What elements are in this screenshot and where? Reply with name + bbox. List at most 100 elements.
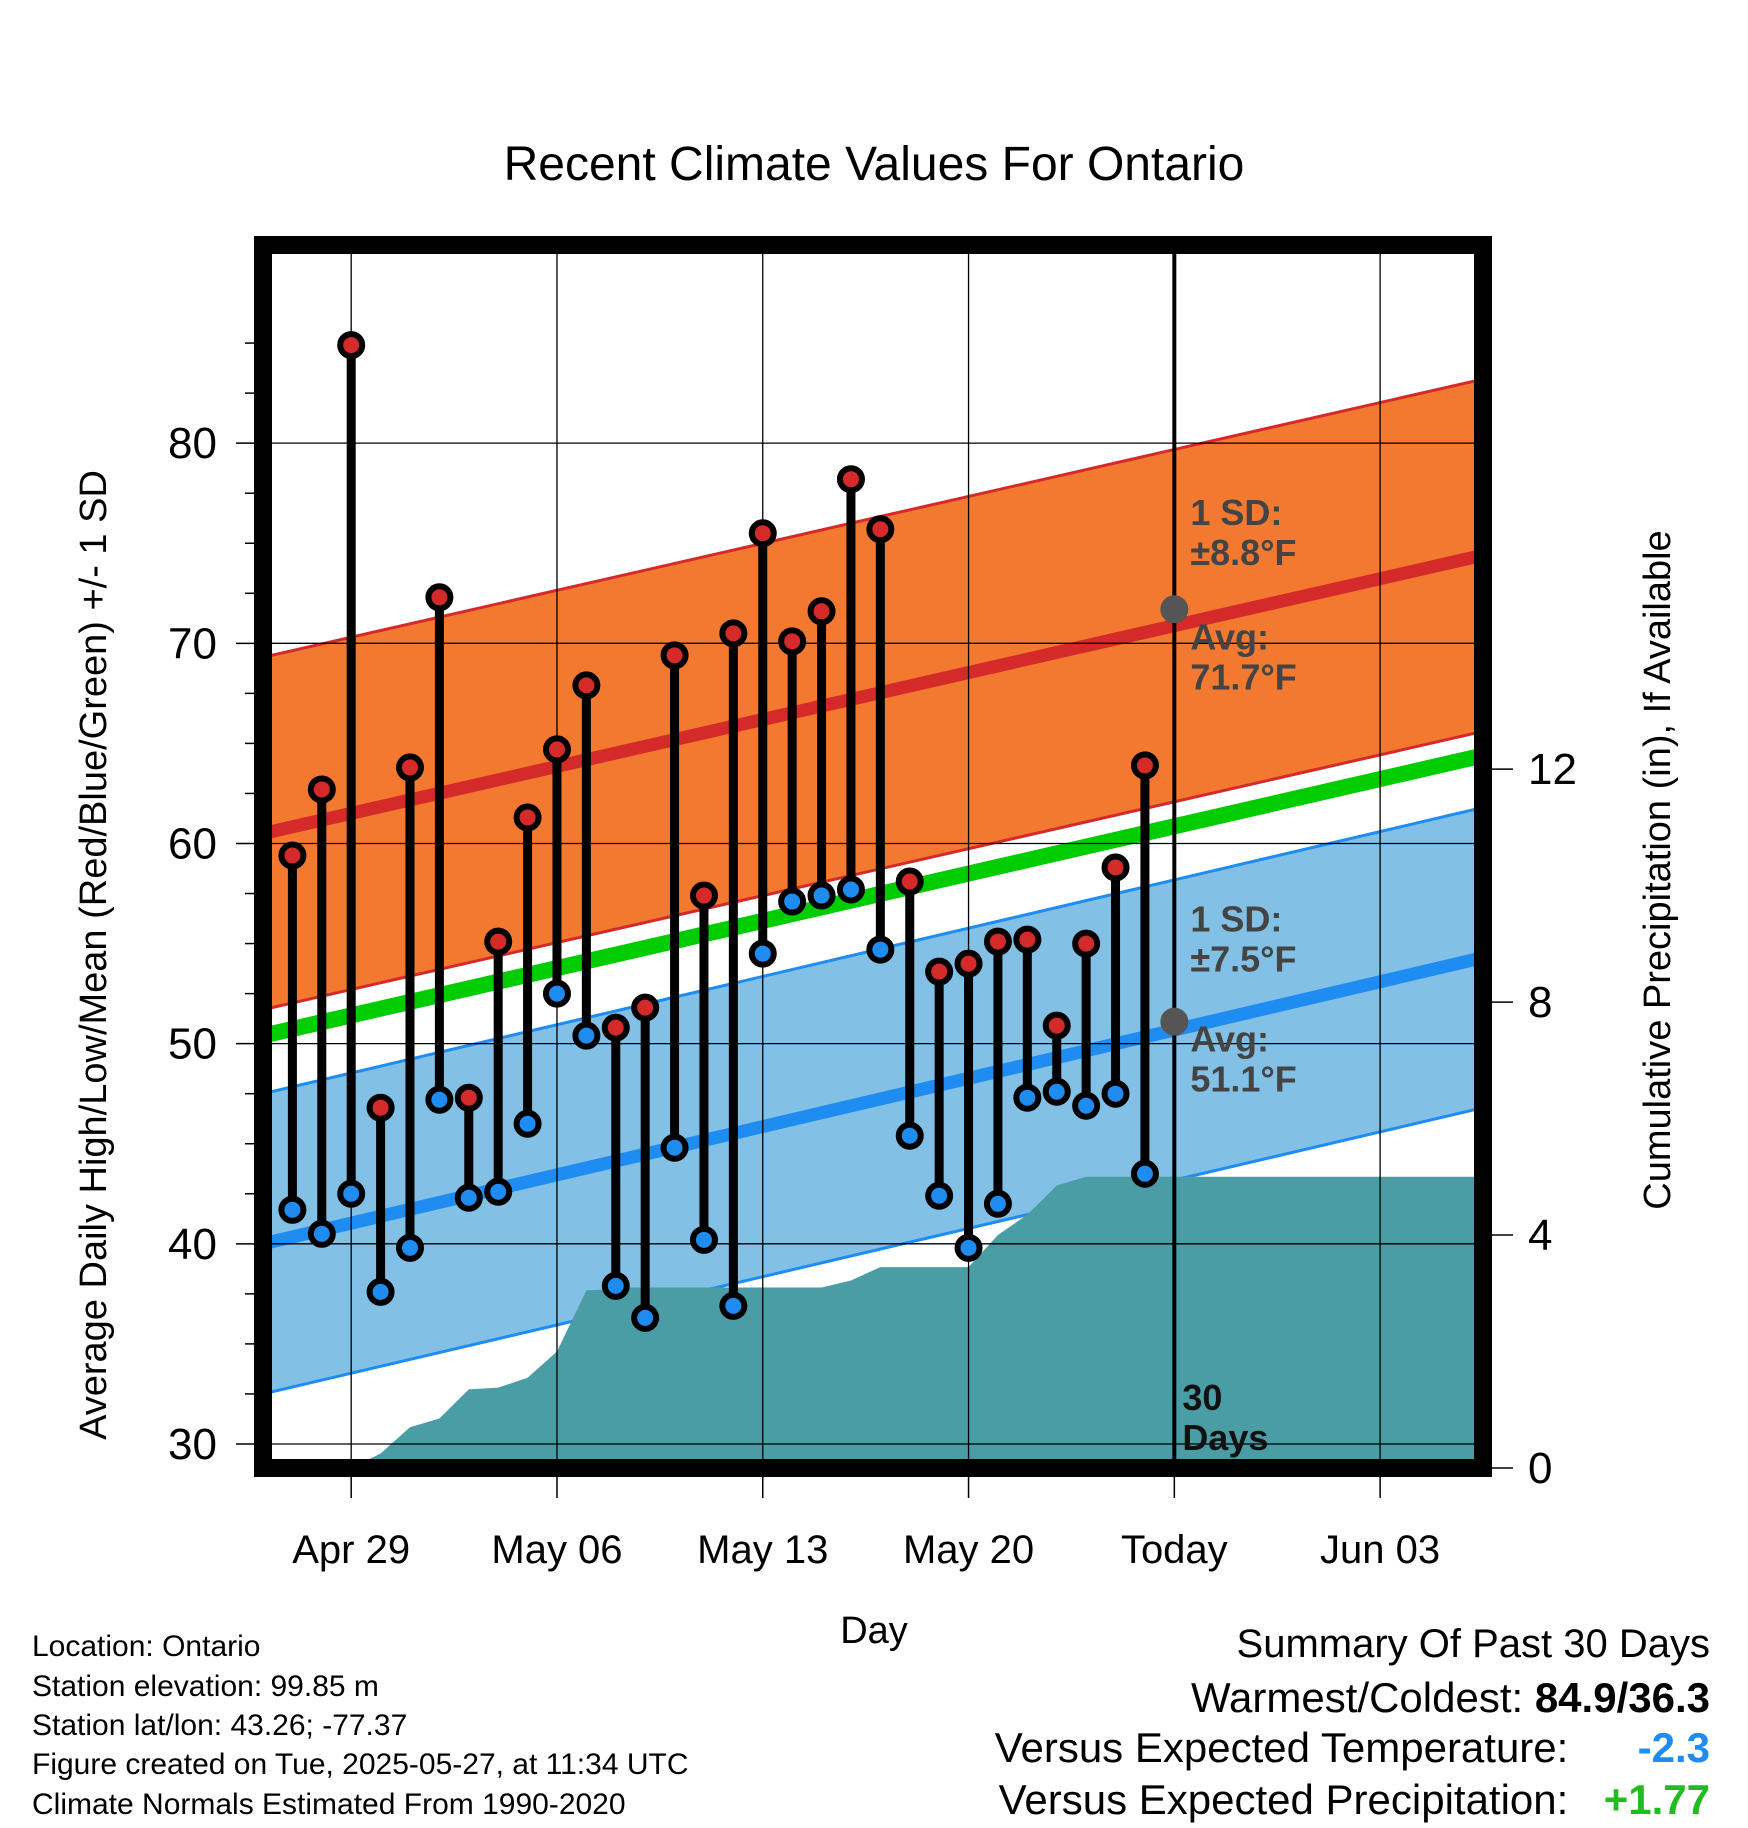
high-sd-annotation: 1 SD: xyxy=(1190,492,1282,533)
daily-low-point xyxy=(1013,1083,1042,1112)
footer-elevation: Station elevation: 99.85 m xyxy=(32,1670,379,1703)
low-avg-marker xyxy=(1160,1007,1189,1036)
summary-temp-value: -2.3 xyxy=(1637,1724,1710,1771)
low-band-lower-edge xyxy=(263,1106,1483,1396)
low-sd-annotation: ±7.5°F xyxy=(1190,939,1296,980)
x-tick-label: Apr 29 xyxy=(292,1528,410,1572)
y-tick-label-right: 4 xyxy=(1528,1211,1552,1260)
daily-low-point xyxy=(572,1021,601,1050)
low-avg-annotation: Avg: xyxy=(1190,1019,1269,1060)
x-tick-label: Jun 03 xyxy=(1320,1528,1440,1572)
daily-low-point xyxy=(1130,1159,1159,1188)
daily-high-point xyxy=(689,881,718,910)
daily-low-point xyxy=(748,939,777,968)
daily-low-point xyxy=(983,1189,1012,1218)
daily-low-point xyxy=(1101,1079,1130,1108)
x-axis-label: Day xyxy=(840,1610,908,1652)
daily-low-point xyxy=(954,1233,983,1262)
daily-high-point xyxy=(631,993,660,1022)
x-tick-label: Today xyxy=(1121,1528,1228,1572)
summary-warmest-label: Warmest/Coldest: xyxy=(1190,1674,1524,1721)
daily-low-point xyxy=(1072,1091,1101,1120)
daily-low-point xyxy=(601,1271,630,1300)
daily-low-point xyxy=(1042,1077,1071,1106)
daily-high-point xyxy=(1042,1011,1071,1040)
daily-high-point xyxy=(719,619,748,648)
daily-high-point xyxy=(660,641,689,670)
daily-high-point xyxy=(425,583,454,612)
low-sd-annotation: 1 SD: xyxy=(1190,899,1282,940)
daily-low-point xyxy=(425,1085,454,1114)
y-tick-label-left: 40 xyxy=(168,1220,217,1269)
daily-high-point xyxy=(513,803,542,832)
daily-high-point xyxy=(395,753,424,782)
daily-high-point xyxy=(925,957,954,986)
daily-low-point xyxy=(513,1109,542,1138)
daily-low-point xyxy=(542,979,571,1008)
x-tick-label: May 06 xyxy=(491,1528,622,1572)
footer-location: Location: Ontario xyxy=(32,1630,261,1663)
y-tick-label-left: 50 xyxy=(168,1020,217,1069)
high-normal-line xyxy=(263,548,1483,840)
daily-high-point xyxy=(1130,751,1159,780)
daily-high-point xyxy=(484,927,513,956)
footer-normals: Climate Normals Estimated From 1990-2020 xyxy=(32,1788,626,1821)
daily-high-point xyxy=(542,735,571,764)
daily-high-point xyxy=(307,775,336,804)
high-sd-annotation: ±8.8°F xyxy=(1190,532,1296,573)
y-tick-label-left: 30 xyxy=(168,1420,217,1469)
daily-high-point xyxy=(954,949,983,978)
daily-high-point xyxy=(454,1083,483,1112)
today-days-label: 30 xyxy=(1182,1377,1222,1418)
x-tick-label: May 20 xyxy=(903,1528,1034,1572)
y-axis-label-left: Average Daily High/Low/Mean (Red/Blue/Gr… xyxy=(73,470,115,1440)
daily-low-point xyxy=(454,1183,483,1212)
daily-high-point xyxy=(778,627,807,656)
daily-low-point xyxy=(337,1179,366,1208)
daily-high-point xyxy=(366,1093,395,1122)
y-tick-label-right: 0 xyxy=(1528,1444,1552,1493)
daily-high-point xyxy=(748,519,777,548)
chart-title: Recent Climate Values For Ontario xyxy=(504,138,1245,191)
summary-precip-label: Versus Expected Precipitation: xyxy=(998,1776,1569,1823)
daily-low-point xyxy=(866,935,895,964)
daily-low-point xyxy=(307,1219,336,1248)
daily-high-point xyxy=(601,1013,630,1042)
daily-low-point xyxy=(689,1225,718,1254)
daily-low-point xyxy=(660,1133,689,1162)
y-tick-label-left: 70 xyxy=(168,619,217,668)
daily-low-point xyxy=(807,881,836,910)
summary-precip-value: +1.77 xyxy=(1603,1776,1710,1823)
daily-high-point xyxy=(337,331,366,360)
summary-temp-row: Versus Expected Temperature: -2.3 xyxy=(995,1724,1710,1772)
today-days-label: Days xyxy=(1182,1417,1268,1458)
daily-high-point xyxy=(895,867,924,896)
plot-frame xyxy=(254,236,1492,1477)
daily-high-point xyxy=(807,597,836,626)
summary-temp-label: Versus Expected Temperature: xyxy=(994,1724,1569,1771)
daily-low-point xyxy=(778,887,807,916)
daily-low-point xyxy=(631,1303,660,1332)
daily-low-point xyxy=(278,1195,307,1224)
footer-created: Figure created on Tue, 2025-05-27, at 11… xyxy=(32,1748,689,1781)
summary-warmest-row: Warmest/Coldest: 84.9/36.3 xyxy=(1191,1674,1710,1722)
y-axis-label-right: Cumulative Precipitation (in), If Availa… xyxy=(1637,530,1679,1209)
y-tick-label-right: 8 xyxy=(1528,978,1552,1027)
daily-high-point xyxy=(1101,853,1130,882)
daily-low-point xyxy=(484,1177,513,1206)
daily-low-point xyxy=(895,1121,924,1150)
daily-low-point xyxy=(395,1233,424,1262)
y-tick-label-left: 80 xyxy=(168,419,217,468)
y-tick-label-left: 60 xyxy=(168,819,217,868)
y-tick-label-right: 12 xyxy=(1528,745,1577,794)
daily-high-point xyxy=(1072,929,1101,958)
high-avg-marker xyxy=(1160,595,1189,624)
daily-high-point xyxy=(983,927,1012,956)
daily-low-point xyxy=(719,1291,748,1320)
daily-high-point xyxy=(572,671,601,700)
precip-area xyxy=(263,1176,1483,1468)
footer-latlon: Station lat/lon: 43.26; -77.37 xyxy=(32,1709,408,1742)
